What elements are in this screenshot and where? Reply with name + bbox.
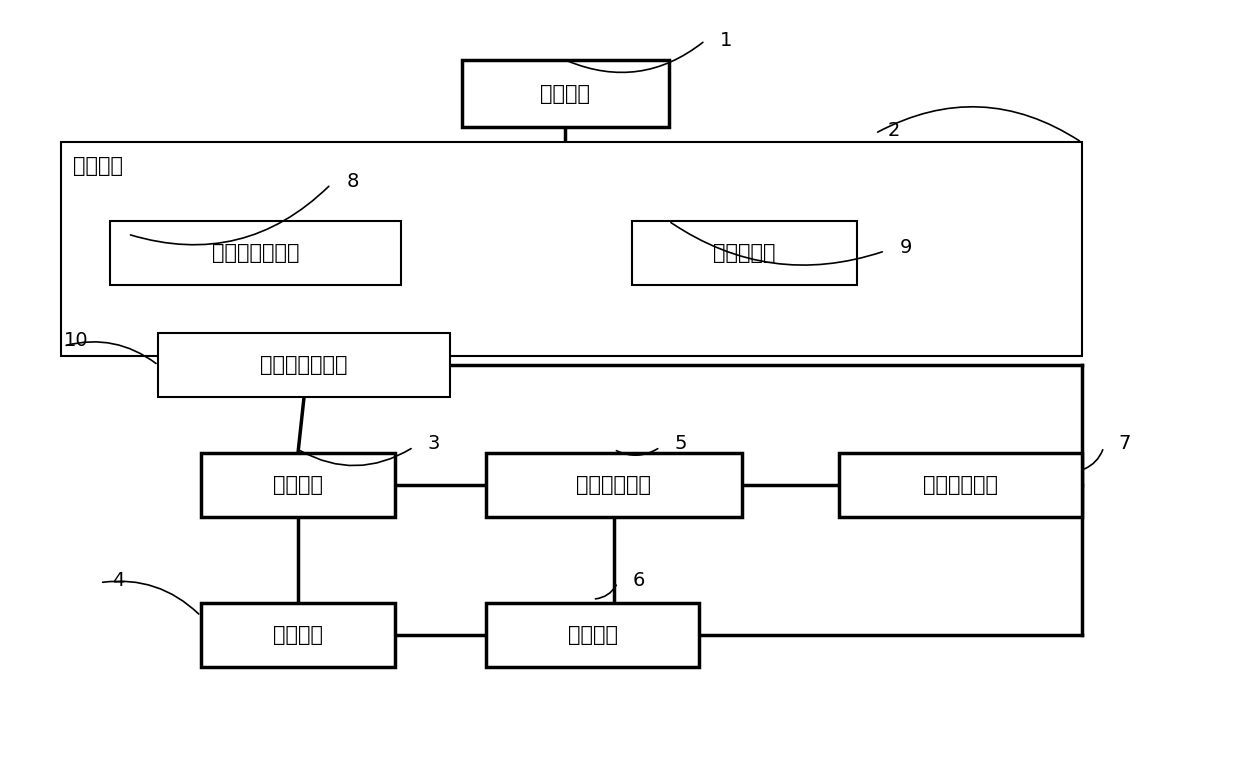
Bar [201,453,396,516]
Text: 1: 1 [719,31,732,50]
Text: 7: 7 [1118,434,1131,453]
Text: 车位获取模块: 车位获取模块 [923,475,998,495]
Text: 4: 4 [112,571,124,590]
Bar [486,603,699,666]
Text: 解析模块: 解析模块 [73,156,123,176]
Bar [201,603,396,666]
Text: 9: 9 [899,238,911,257]
Bar [838,453,1081,516]
Text: 位置判断模块: 位置判断模块 [577,475,651,495]
Text: 扫描模块: 扫描模块 [541,84,590,104]
Text: 6: 6 [632,571,645,590]
Text: 8: 8 [346,172,358,191]
Text: 2: 2 [888,121,900,140]
Text: 3: 3 [428,434,440,453]
Text: 定位模块: 定位模块 [273,475,322,495]
Text: 连接子模块: 连接子模块 [713,243,776,263]
Text: 10: 10 [63,332,88,351]
Bar [159,333,450,397]
Bar [632,221,857,285]
Bar [109,221,402,285]
Text: 网络判断子模块: 网络判断子模块 [212,243,299,263]
Bar [61,142,1081,356]
Bar [486,453,742,516]
Text: 导航模块: 导航模块 [568,625,618,645]
Text: 地图获取子模块: 地图获取子模块 [260,355,347,375]
Bar [463,60,668,128]
Text: 存储模块: 存储模块 [273,625,322,645]
Text: 5: 5 [675,434,687,453]
